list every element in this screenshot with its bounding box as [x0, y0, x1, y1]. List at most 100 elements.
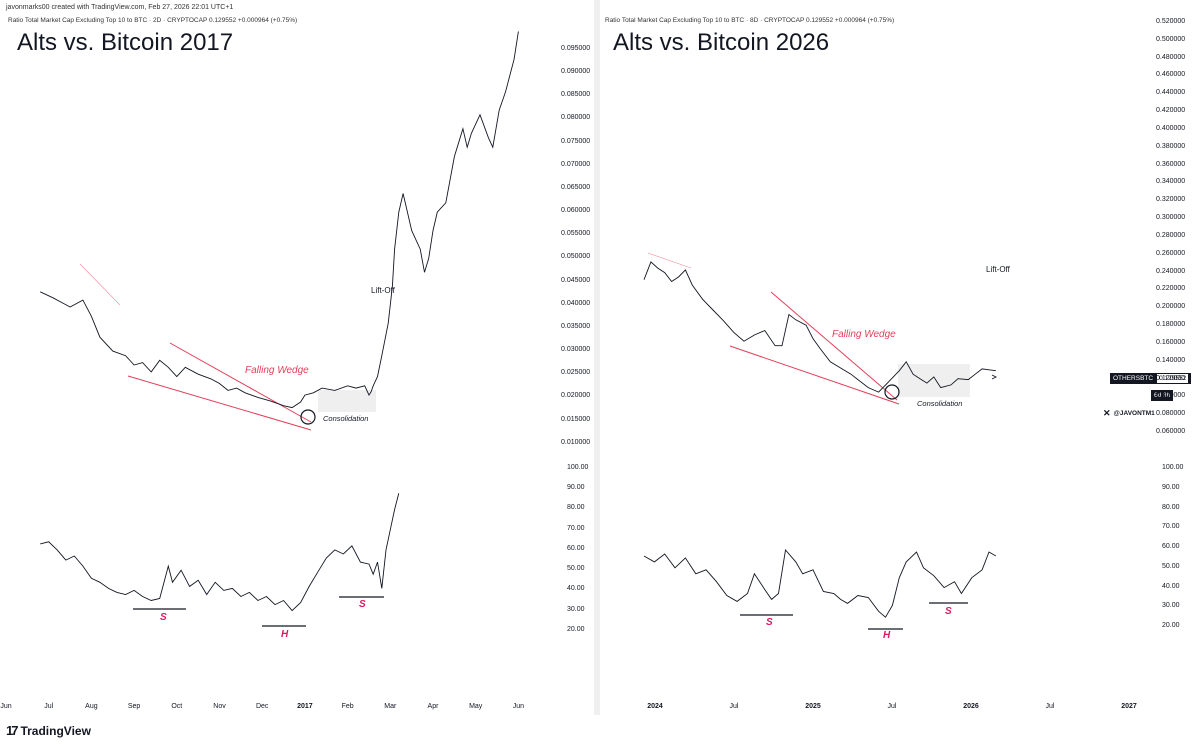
left-chart-legend: Ratio Total Market Cap Excluding Top 10 …: [8, 17, 298, 24]
left-price-tick-12: 0.035000: [561, 322, 591, 330]
left-falling-wedge-label: Falling Wedge: [245, 365, 309, 376]
left-wedge-lower-line: [127, 375, 312, 431]
left-price-tick-1: 0.090000: [561, 68, 591, 76]
left-price-tick-5: 0.070000: [561, 160, 591, 168]
right-rsi-tick-0: 100.00: [1162, 464, 1184, 471]
left-price-tick-16: 0.015000: [561, 415, 591, 423]
right-chart-legend: Ratio Total Market Cap Excluding Top 10 …: [605, 17, 895, 24]
tradingview-brand-text: TradingView: [20, 723, 91, 738]
left-x-tick-8: Feb: [341, 703, 354, 710]
left-rsi-tick-0: 100.00: [567, 464, 589, 471]
right-rsi-tick-1: 90.00: [1162, 483, 1180, 491]
right-consolidation-label: Consolidation: [917, 399, 963, 408]
right-price-tick-19: 0.140000: [1156, 356, 1186, 364]
left-x-tick-9: Mar: [384, 703, 397, 710]
left-x-tick-11: May: [469, 703, 483, 710]
right-rsi-tick-6: 40.00: [1162, 582, 1180, 590]
left-chart-title: Alts vs. Bitcoin 2017: [17, 29, 234, 56]
right-price-arrowhead: [991, 374, 998, 380]
right-price-tick-10: 0.320000: [1156, 196, 1186, 204]
left-rsi-tick-4: 60.00: [567, 544, 585, 552]
left-head-label: H: [281, 629, 289, 640]
right-price-tick-9: 0.340000: [1156, 178, 1186, 186]
left-price-tick-17: 0.010000: [561, 438, 591, 446]
right-rsi-tick-8: 20.00: [1162, 622, 1180, 630]
right-falling-wedge-label: Falling Wedge: [832, 329, 896, 340]
right-price-tick-21: 0.100000: [1156, 392, 1186, 400]
author-handle-text: @JAVONTM1: [1113, 410, 1155, 417]
tradingview-mark-icon: 17: [6, 723, 19, 738]
right-shoulder-right-label: S: [945, 606, 952, 617]
right-rsi-tick-2: 80.00: [1162, 503, 1180, 511]
right-price-series-line: [643, 261, 996, 393]
left-early-trendline: [79, 263, 121, 306]
right-rsi-tick-7: 30.00: [1162, 602, 1180, 610]
tradingview-logo[interactable]: 17 TradingView: [6, 723, 91, 738]
price-tag-value: 0.129552: [1157, 374, 1189, 383]
left-rsi-tick-5: 50.00: [567, 565, 585, 573]
right-rsi-tick-5: 50.00: [1162, 562, 1180, 570]
author-handle: ✕ @JAVONTM1: [1103, 408, 1155, 419]
right-price-tick-22: 0.080000: [1156, 410, 1186, 418]
left-consolidation-label: Consolidation: [323, 414, 369, 423]
left-price-tick-0: 0.095000: [561, 44, 591, 52]
right-breakout-circle: [884, 384, 900, 400]
left-x-tick-5: Nov: [213, 703, 226, 710]
left-price-tick-10: 0.045000: [561, 276, 591, 284]
right-price-tick-18: 0.160000: [1156, 338, 1186, 346]
left-rsi-tick-7: 30.00: [567, 605, 585, 613]
left-x-tick-6: Dec: [255, 703, 269, 710]
left-consolidation-box: [318, 390, 376, 412]
left-price-tick-8: 0.055000: [561, 230, 591, 238]
right-head-label: H: [883, 630, 891, 641]
right-price-tick-15: 0.220000: [1156, 285, 1186, 293]
left-price-tick-6: 0.065000: [561, 183, 591, 191]
right-price-tick-2: 0.480000: [1156, 53, 1186, 61]
right-x-tick-0: 2024: [647, 703, 663, 710]
right-price-tick-13: 0.260000: [1156, 249, 1186, 257]
right-price-tick-3: 0.460000: [1156, 71, 1186, 79]
left-x-tick-1: Jul: [44, 703, 54, 710]
right-price-tick-23: 0.060000: [1156, 428, 1186, 436]
left-x-tick-2: Aug: [85, 703, 98, 710]
left-x-tick-10: Apr: [427, 703, 439, 710]
right-price-tick-6: 0.400000: [1156, 124, 1186, 132]
right-x-tick-4: 2026: [963, 703, 979, 710]
right-consolidation-box: [898, 364, 970, 397]
left-price-tick-14: 0.025000: [561, 369, 591, 377]
chart-creator-line: javonmarks00 created with TradingView.co…: [6, 4, 234, 11]
right-price-tick-4: 0.440000: [1156, 89, 1186, 97]
left-rsi-tick-6: 40.00: [567, 585, 585, 593]
price-tag-countdown: 6d 3h: [1151, 390, 1174, 401]
left-price-tick-2: 0.085000: [561, 91, 591, 99]
left-price-tick-15: 0.020000: [561, 392, 591, 400]
left-breakout-circle: [300, 409, 316, 425]
left-price-tick-7: 0.060000: [561, 207, 591, 215]
right-early-trendline: [647, 252, 692, 269]
left-shoulder-right-label: S: [359, 599, 366, 610]
left-rsi-tick-3: 70.00: [567, 524, 585, 532]
left-rsi-tick-8: 20.00: [567, 625, 585, 633]
left-x-tick-0: Jun: [0, 703, 12, 710]
left-rsi-tick-1: 90.00: [567, 484, 585, 492]
left-rsi-tick-2: 80.00: [567, 504, 585, 512]
price-tag-symbol: OTHERSBTC: [1113, 375, 1154, 382]
current-price-tag: OTHERSBTC 0.129552 6d 3h: [1110, 373, 1192, 402]
left-x-tick-12: Jun: [512, 703, 525, 710]
right-price-tick-11: 0.300000: [1156, 214, 1186, 222]
right-x-tick-6: 2027: [1121, 703, 1137, 710]
left-x-tick-7: 2017: [297, 703, 313, 710]
right-wedge-upper-line: [770, 291, 898, 401]
right-rsi-tick-4: 60.00: [1162, 543, 1180, 551]
left-price-tick-4: 0.075000: [561, 137, 591, 145]
right-x-tick-2: 2025: [805, 703, 821, 710]
left-x-tick-3: Sep: [127, 703, 141, 710]
left-shoulder-left-label: S: [160, 612, 167, 623]
left-x-tick-4: Oct: [171, 703, 183, 710]
right-price-tick-8: 0.360000: [1156, 160, 1186, 168]
left-price-tick-13: 0.030000: [561, 346, 591, 354]
right-shoulder-left-label: S: [766, 617, 773, 628]
right-liftoff-label: Lift-Off: [986, 265, 1010, 274]
left-price-tick-11: 0.040000: [561, 299, 591, 307]
